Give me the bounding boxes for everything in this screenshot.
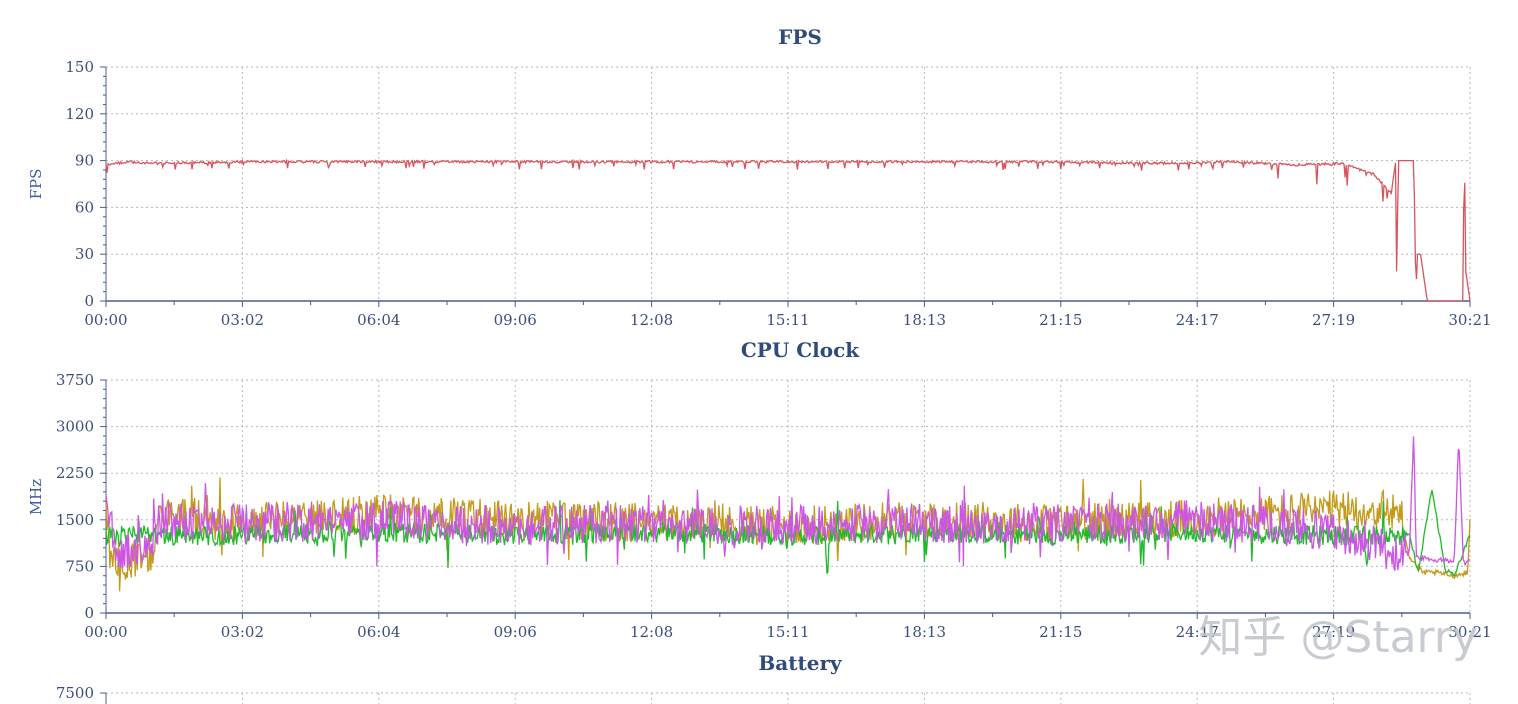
x-tick-label: 21:15 [1039,623,1082,641]
y-tick-label: 150 [65,58,94,76]
x-tick-label: 06:04 [357,311,400,329]
x-tick-label: 30:21 [1448,311,1491,329]
series-line [105,158,1471,302]
battery-chart-title: Battery [758,651,843,675]
x-tick-label: 21:15 [1039,311,1082,329]
y-tick-label: 3000 [56,418,94,436]
x-tick-label: 30:21 [1448,623,1491,641]
y-tick-label: 90 [75,152,94,170]
y-tick-label: 2250 [56,464,94,482]
y-tick-label: 1500 [56,511,94,529]
x-tick-label: 24:17 [1176,311,1219,329]
cpu-clock-chart-title: CPU Clock [741,338,860,362]
battery-chart: Battery 7500 [56,651,1471,704]
y-tick-label: 7500 [56,684,94,702]
fps-y-axis-label: FPS [27,169,45,200]
y-tick-label: 3750 [56,371,94,389]
series-line [105,436,1471,571]
y-tick-label: 750 [65,557,94,575]
fps-chart: FPS FPS 0 30 60 90 120 150 00:00 03:02 06:04 09:0… [27,25,1492,329]
watermark: 知乎 @Starry [1198,612,1478,663]
x-tick-label: 18:13 [903,623,946,641]
x-tick-label: 03:02 [221,311,264,329]
cpu-clock-chart: CPU Clock MHz 0 750 1500 2250 3000 3750 00:00 0… [27,338,1492,641]
y-tick-label: 30 [75,245,94,263]
x-tick-label: 12:08 [630,623,673,641]
y-tick-label: 0 [84,604,94,622]
x-tick-label: 15:11 [766,311,809,329]
x-tick-label: 00:00 [84,311,127,329]
x-tick-label: 12:08 [630,311,673,329]
y-tick-label: 0 [84,292,94,310]
x-tick-label: 24:17 [1176,623,1219,641]
x-tick-label: 09:06 [494,311,537,329]
y-tick-label: 120 [65,105,94,123]
cpu-clock-y-axis-label: MHz [27,479,45,515]
x-tick-label: 27:19 [1312,311,1355,329]
y-tick-label: 60 [75,198,94,216]
x-tick-label: 00:00 [84,623,127,641]
fps-chart-title: FPS [778,25,822,49]
x-tick-label: 27:19 [1312,623,1355,641]
x-tick-label: 09:06 [494,623,537,641]
x-tick-label: 03:02 [221,623,264,641]
x-tick-label: 18:13 [903,311,946,329]
x-tick-label: 06:04 [357,623,400,641]
x-tick-label: 15:11 [766,623,809,641]
